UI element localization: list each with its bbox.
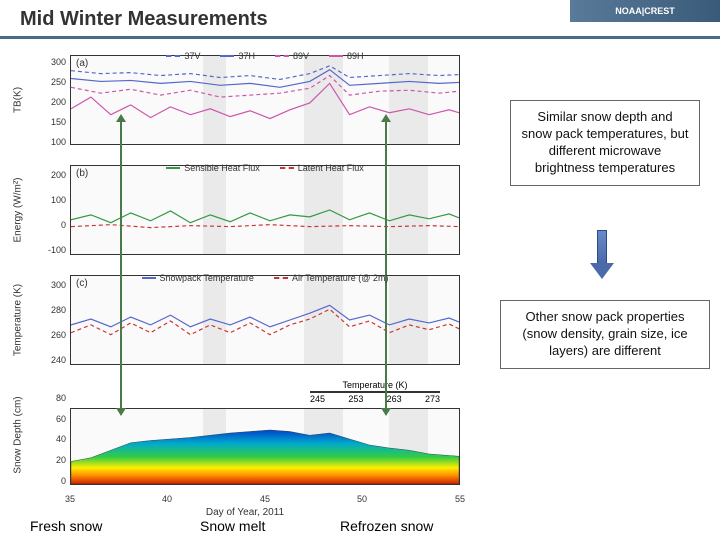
trace-svg bbox=[71, 56, 459, 144]
colorbar-label: Temperature (K) bbox=[342, 380, 407, 390]
cb-tick: 273 bbox=[425, 394, 440, 404]
ytick: 200 bbox=[40, 97, 66, 107]
callout-similar: Similar snow depth and snow pack tempera… bbox=[510, 100, 700, 186]
ytick: -100 bbox=[40, 245, 66, 255]
label-refrozen: Refrozen snow bbox=[340, 518, 433, 534]
cb-tick: 245 bbox=[310, 394, 325, 404]
ytick: 40 bbox=[40, 434, 66, 444]
xtick: 35 bbox=[65, 494, 75, 504]
page-title: Mid Winter Measurements bbox=[20, 8, 268, 31]
cb-tick: 253 bbox=[348, 394, 363, 404]
plot-d bbox=[70, 408, 460, 485]
xtick: 55 bbox=[455, 494, 465, 504]
ytick: 0 bbox=[40, 220, 66, 230]
legend-c: Snowpack Temperature Air Temperature (@ … bbox=[70, 272, 460, 284]
legend-label: 89H bbox=[347, 51, 364, 61]
ytick: 300 bbox=[40, 57, 66, 67]
ytick: 260 bbox=[40, 330, 66, 340]
ytick: 250 bbox=[40, 77, 66, 87]
legend-label: Sensible Heat Flux bbox=[184, 163, 260, 173]
ytick: 200 bbox=[40, 170, 66, 180]
callout-other: Other snow pack properties (snow density… bbox=[500, 300, 710, 369]
legend-label: Snowpack Temperature bbox=[160, 273, 254, 283]
title-underline bbox=[0, 36, 720, 39]
plot-b bbox=[70, 165, 460, 255]
ytick: 0 bbox=[40, 476, 66, 486]
ylabel-d: Snow Depth (cm) bbox=[13, 396, 24, 473]
legend-label: Latent Heat Flux bbox=[298, 163, 364, 173]
ytick: 80 bbox=[40, 393, 66, 403]
xlabel: Day of Year, 2011 bbox=[206, 507, 284, 518]
down-arrow-icon bbox=[590, 230, 614, 280]
xtick: 40 bbox=[162, 494, 172, 504]
ytick: 240 bbox=[40, 355, 66, 365]
ytick: 60 bbox=[40, 414, 66, 424]
panel-tb: TB(K) (a) 37V 37H 89V 89H 100 150 200 25… bbox=[20, 50, 470, 150]
legend-label: Air Temperature (@ 2m) bbox=[292, 273, 389, 283]
colorbar: Temperature (K) 245 253 263 273 bbox=[300, 380, 450, 394]
legend-label: 37H bbox=[238, 51, 255, 61]
plot-a bbox=[70, 55, 460, 145]
ytick: 150 bbox=[40, 117, 66, 127]
ytick: 280 bbox=[40, 305, 66, 315]
depth-profile bbox=[71, 409, 459, 484]
ytick: 100 bbox=[40, 137, 66, 147]
ylabel-b: Energy (W/m²) bbox=[13, 178, 24, 243]
legend-label: 89V bbox=[293, 51, 309, 61]
label-snow-melt: Snow melt bbox=[200, 518, 265, 534]
ytick: 20 bbox=[40, 455, 66, 465]
trace-svg bbox=[71, 276, 459, 364]
xtick: 50 bbox=[357, 494, 367, 504]
ytick: 100 bbox=[40, 195, 66, 205]
legend-label: 37V bbox=[184, 51, 200, 61]
ylabel-c: Temperature (K) bbox=[13, 284, 24, 356]
legend-a: 37V 37H 89V 89H bbox=[70, 50, 460, 62]
xtick: 45 bbox=[260, 494, 270, 504]
trace-svg bbox=[71, 166, 459, 254]
plot-c bbox=[70, 275, 460, 365]
legend-b: Sensible Heat Flux Latent Heat Flux bbox=[70, 162, 460, 174]
cb-tick: 263 bbox=[387, 394, 402, 404]
ylabel-a: TB(K) bbox=[13, 87, 24, 113]
panel-energy: Energy (W/m²) (b) Sensible Heat Flux Lat… bbox=[20, 160, 470, 260]
header-logo: NOAA|CREST bbox=[570, 0, 720, 22]
panel-temp: Temperature (K) (c) Snowpack Temperature… bbox=[20, 270, 470, 370]
panel-depth: Snow Depth (cm) Temperature (K) 245 253 … bbox=[20, 380, 470, 490]
colorbar-gradient bbox=[310, 391, 440, 393]
label-fresh-snow: Fresh snow bbox=[30, 518, 102, 534]
ytick: 300 bbox=[40, 280, 66, 290]
chart-stack: TB(K) (a) 37V 37H 89V 89H 100 150 200 25… bbox=[20, 50, 470, 490]
